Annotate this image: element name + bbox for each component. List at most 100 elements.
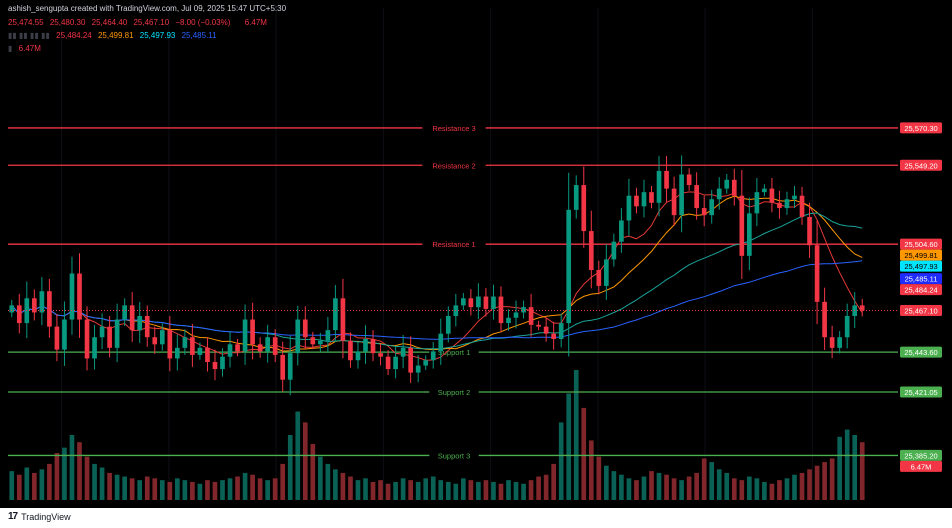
volume-bar [777, 480, 782, 500]
candle-body [634, 195, 639, 207]
volume-bar [837, 436, 842, 500]
volume-bar [235, 476, 240, 500]
volume-bar [588, 440, 594, 500]
volume-bar [393, 481, 398, 500]
candle-body [272, 337, 278, 355]
volume-bar [573, 370, 579, 500]
candle-body [159, 330, 165, 345]
volume-bar [340, 472, 346, 500]
candle-body [144, 316, 150, 338]
tradingview-mark-icon: 17 [8, 511, 18, 522]
volume-bar [400, 478, 406, 500]
candle-body [430, 351, 436, 361]
candle-body [754, 192, 760, 214]
volume-bar [272, 478, 278, 500]
volume-bar [220, 480, 225, 500]
candle-body [378, 353, 383, 357]
moving-average-line [11, 260, 863, 340]
candle-body [491, 296, 496, 309]
candle-body [566, 209, 572, 324]
candle-body [829, 337, 835, 348]
volume-bar [175, 478, 180, 500]
volume-legend: ▮ 6.47M [8, 44, 45, 53]
volume-bar [596, 456, 602, 500]
price-axis-badge-label: 25,497.93 [904, 262, 937, 271]
volume-bar [611, 471, 617, 500]
volume-bar [731, 478, 737, 500]
volume-bar [415, 481, 421, 500]
level-label: Resistance 2 [432, 161, 475, 170]
volume-bar [182, 480, 188, 500]
candle-body [190, 337, 195, 355]
level-label-bg [422, 121, 486, 133]
volume-bar [453, 483, 459, 500]
volume-bar [679, 480, 684, 500]
candle-body [859, 305, 865, 311]
candle-body [220, 356, 225, 370]
candle-body [664, 170, 669, 189]
candle-body [498, 296, 504, 324]
volume-bar [250, 474, 255, 500]
ohlc-legend: 25,474.55 25,480.30 25,464.40 25,467.10 … [8, 18, 271, 27]
volume-bar [754, 478, 760, 500]
volume-bar [378, 480, 383, 500]
volume-bar [190, 481, 195, 500]
volume-bar [107, 472, 112, 500]
candle-body [227, 344, 233, 357]
candle-body [604, 259, 609, 286]
volume-bar [822, 462, 827, 500]
ma-value-blue: 25,485.11 [181, 31, 217, 40]
price-axis-badge [900, 260, 942, 272]
candle-body [588, 231, 594, 270]
candle-body [348, 340, 353, 361]
candle-body [99, 326, 105, 338]
tradingview-logo-text: TradingView [21, 511, 71, 522]
volume-bar [310, 444, 316, 500]
volume-bar [852, 435, 858, 500]
level-label-bg [422, 238, 486, 250]
volume-bar [769, 483, 775, 500]
candle-body [701, 208, 707, 216]
candle-body [483, 296, 489, 309]
candle-body [558, 323, 564, 339]
candle-body [39, 291, 45, 313]
candle-body [250, 319, 255, 345]
candle-body [649, 192, 654, 203]
candle-body [287, 353, 293, 380]
level-label-bg [422, 159, 486, 171]
volume-bar [302, 422, 308, 500]
candle-body [641, 192, 647, 207]
ohlc-close: 25,467.10 [133, 18, 170, 27]
candle-body [265, 337, 270, 352]
volume-bar [129, 478, 135, 500]
volume-bar [32, 472, 37, 500]
volume-bar [566, 393, 572, 500]
candle-body [205, 347, 210, 362]
candle-body [724, 179, 730, 189]
candle-body [182, 337, 188, 348]
price-axis-badge-label: 25,504.60 [904, 240, 937, 249]
candle-body [280, 354, 286, 380]
level-label: Resistance 3 [432, 124, 475, 133]
volume-bar [257, 478, 263, 500]
candle-body [92, 337, 97, 359]
candle-body [152, 337, 158, 345]
price-axis-badge-label: 25,499.81 [904, 251, 937, 260]
candle-body [611, 241, 617, 260]
candle-body [340, 298, 346, 341]
level-label-bg [429, 346, 479, 358]
volume-bar [159, 480, 165, 500]
volume-bar [265, 480, 270, 500]
candle-body [77, 273, 82, 320]
candle-body [47, 291, 52, 327]
candle-body [551, 333, 556, 339]
candle-body [69, 273, 75, 320]
tradingview-logo: 17 TradingView [8, 511, 71, 522]
volume-bar [144, 476, 150, 500]
volume-bar [558, 422, 564, 500]
price-axis-badge [900, 386, 942, 398]
chart-canvas[interactable]: Resistance 3 Resistance 2 Resistance 1 Supp… [0, 0, 952, 508]
candle-body [709, 199, 715, 216]
candle-body [656, 170, 662, 203]
